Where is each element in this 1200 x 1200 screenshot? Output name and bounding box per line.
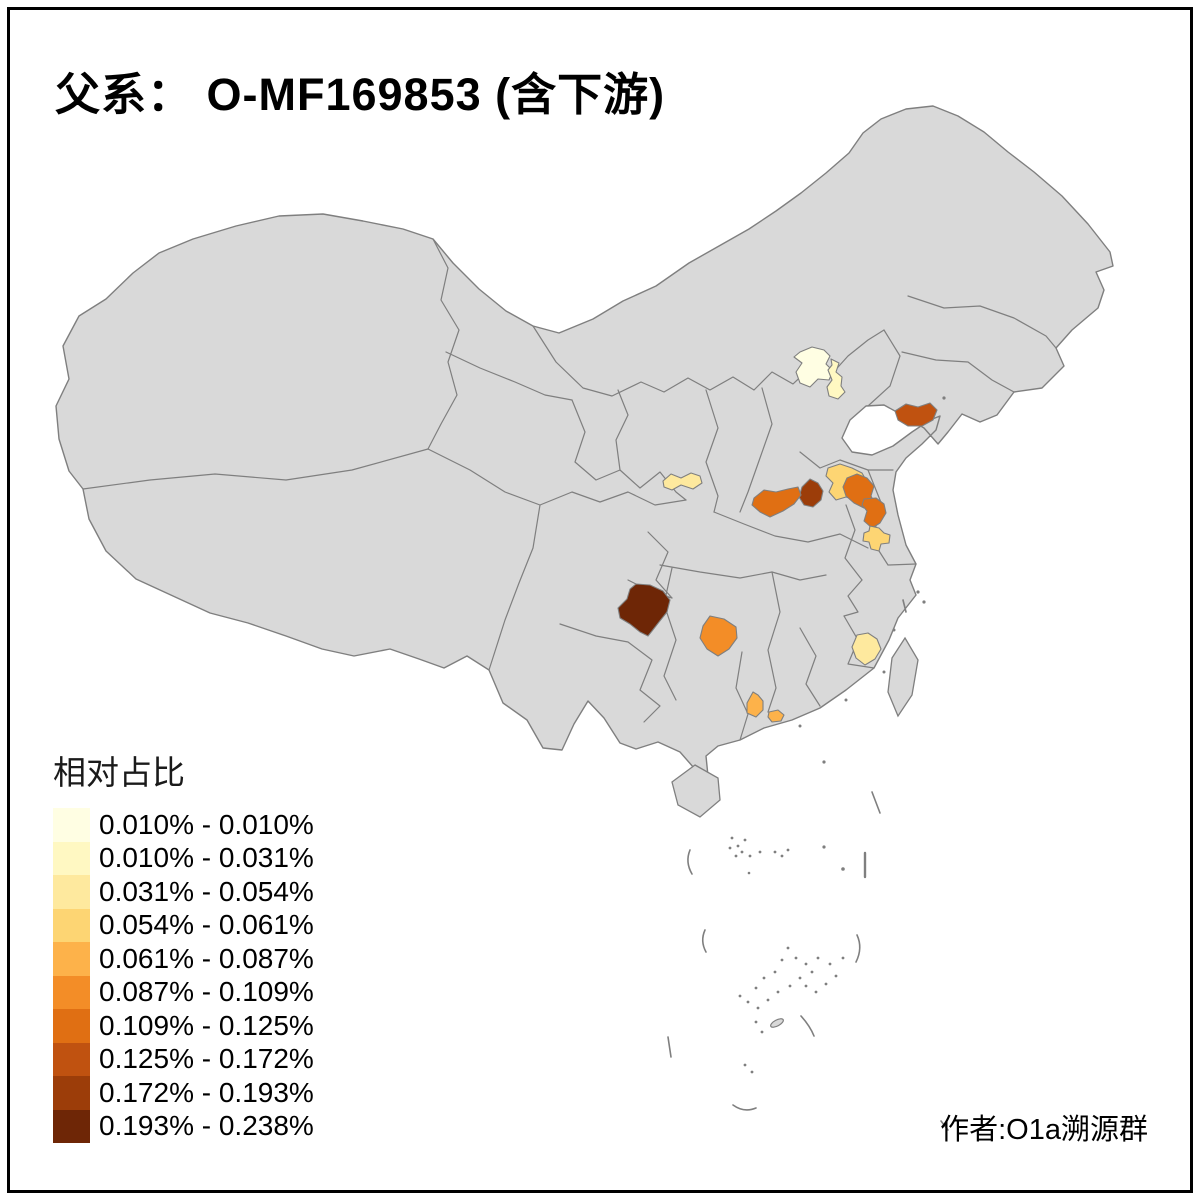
hainan-island [671, 764, 721, 818]
map-region-r9 [751, 486, 802, 518]
legend-label: 0.172% - 0.193% [99, 1076, 314, 1108]
map-region-r3 [662, 472, 703, 491]
sea-islands-and-dashes [667, 599, 949, 1131]
pratas-islet [770, 1018, 784, 1028]
legend-swatch [53, 942, 90, 976]
map-region-r13 [746, 691, 764, 718]
legend-row: 0.087% - 0.109% [53, 975, 314, 1009]
legend-swatch [53, 1042, 90, 1076]
map-region-r8 [798, 478, 824, 508]
legend: 相对占比 0.010% - 0.010% 0.010% - 0.031% 0.031… [53, 746, 314, 1143]
legend-row: 0.010% - 0.010% [53, 808, 314, 842]
china-outline [55, 105, 1114, 777]
legend-row: 0.061% - 0.087% [53, 942, 314, 976]
map-region-r15 [851, 632, 882, 666]
page-title: 父系： O-MF169853 (含下游) [55, 69, 666, 120]
map-region-r6 [861, 497, 887, 529]
legend-label: 0.031% - 0.054% [99, 875, 314, 907]
legend-row: 0.031% - 0.054% [53, 875, 314, 909]
legend-row: 0.054% - 0.061% [53, 908, 314, 942]
legend-label: 0.193% - 0.238% [99, 1110, 314, 1142]
legend-label: 0.010% - 0.031% [99, 842, 314, 874]
legend-swatch [53, 808, 90, 842]
legend-row: 0.010% - 0.031% [53, 841, 314, 875]
map-region-r14 [767, 709, 785, 723]
legend-row: 0.172% - 0.193% [53, 1076, 314, 1110]
legend-row: 0.125% - 0.172% [53, 1042, 314, 1076]
legend-label: 0.087% - 0.109% [99, 976, 314, 1008]
legend-swatch [53, 1109, 90, 1143]
legend-label: 0.125% - 0.172% [99, 1043, 314, 1075]
legend-title: 相对占比 [53, 754, 185, 791]
legend-swatch [53, 975, 90, 1009]
legend-swatch [53, 1076, 90, 1110]
legend-swatch [53, 841, 90, 875]
legend-label: 0.010% - 0.010% [99, 808, 314, 840]
map-region-r1 [793, 346, 834, 388]
legend-row: 0.109% - 0.125% [53, 1009, 314, 1043]
province-borders [82, 238, 1057, 741]
small-islets [728, 396, 946, 1074]
map-region-r11 [617, 583, 671, 637]
legend-rows: 0.010% - 0.010% 0.010% - 0.031% 0.031% - 0… [53, 808, 314, 1143]
legend-swatch [53, 908, 90, 942]
map-region-r2 [826, 358, 846, 400]
legend-swatch [53, 875, 90, 909]
choropleth-regions [617, 346, 938, 723]
legend-row: 0.193% - 0.238% [53, 1109, 314, 1143]
legend-label: 0.054% - 0.061% [99, 909, 314, 941]
map-region-r7 [862, 525, 891, 552]
map-region-r12 [699, 615, 738, 657]
legend-label: 0.061% - 0.087% [99, 942, 314, 974]
map-region-r10 [894, 402, 938, 427]
legend-label: 0.109% - 0.125% [99, 1009, 314, 1041]
legend-swatch [53, 1009, 90, 1043]
attribution: 作者:O1a溯源群 [940, 1114, 1148, 1146]
taiwan-island [887, 636, 919, 718]
